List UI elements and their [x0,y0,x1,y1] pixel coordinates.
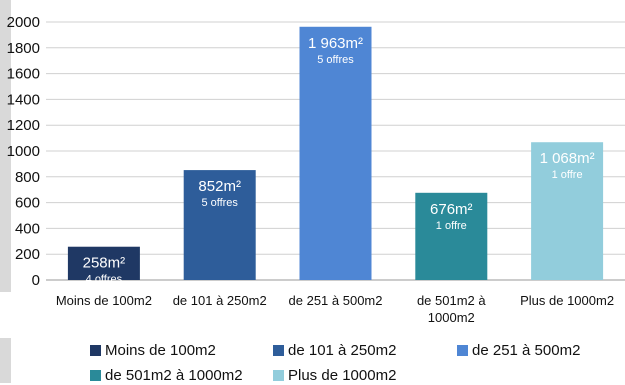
legend-label: Plus de 1000m2 [288,366,397,384]
legend-item: Moins de 100m2 [90,340,216,360]
legend-item: de 501m2 à 1000m2 [90,365,243,385]
left-edge-strip [0,0,11,292]
y-tick-label: 1200 [7,117,40,134]
x-tick-label: Plus de 1000m2 [520,293,614,308]
bar [415,192,488,280]
bars: 258m² 4 offres 852m² 5 offres 1 963m² 5 offre… [67,26,604,286]
bar [299,26,372,281]
legend-label: Moins de 100m2 [105,341,216,359]
bar-offer-label: 5 offres [201,197,238,209]
bar-value-label: 1 963m² [308,35,363,52]
bar-value-label: 1 068m² [540,150,595,167]
y-tick-label: 1800 [7,40,40,57]
x-tick-label: Moins de 100m2 [56,293,152,308]
y-tick-label: 200 [15,246,40,263]
legend-item: de 101 à 250m2 [273,340,396,360]
legend-label: de 251 à 500m2 [472,341,581,359]
bar-offer-label: 5 offres [317,54,354,66]
bar-value-label: 258m² [83,255,126,272]
bar [183,170,256,280]
y-tick-label: 1600 [7,66,40,83]
y-tick-label: 600 [15,195,40,212]
bar-offer-label: 4 offres [86,274,123,286]
legend-swatch [90,344,101,356]
bar-offer-label: 1 offre [436,220,467,232]
legend-swatch [273,369,284,381]
y-tick-label: 400 [15,220,40,237]
legend-swatch [273,344,284,356]
x-tick-label: de 251 à 500m2 [289,293,383,308]
legend-label: de 501m2 à 1000m2 [105,366,243,384]
legend-swatch [90,369,101,381]
x-axis-labels: Moins de 100m2 de 101 à 250m2 de 251 à 500… [56,293,614,325]
legend-item: de 251 à 500m2 [457,340,580,360]
bar [67,246,140,280]
y-axis-ticks: 0 200 400 600 800 1000 1200 1400 1600 1800 2000 [7,14,40,289]
y-tick-label: 2000 [7,14,40,31]
bar [531,142,604,280]
legend-swatch [457,344,468,356]
legend-label: de 101 à 250m2 [288,341,397,359]
legend-item: Plus de 1000m2 [273,365,396,385]
legend: Moins de 100m2 de 101 à 250m2 de 251 à 500… [0,334,625,385]
y-tick-label: 1400 [7,91,40,108]
x-tick-label: de 101 à 250m2 [173,293,267,308]
x-tick-label: de 501m2 à 1000m2 [417,293,486,325]
y-tick-label: 0 [32,272,40,289]
y-tick-label: 800 [15,169,40,186]
y-tick-label: 1000 [7,143,40,160]
left-edge-strip-lower [0,338,11,383]
bar-value-label: 676m² [430,201,473,218]
bar-value-label: 852m² [198,178,241,195]
bar-offer-label: 1 offre [552,169,583,181]
